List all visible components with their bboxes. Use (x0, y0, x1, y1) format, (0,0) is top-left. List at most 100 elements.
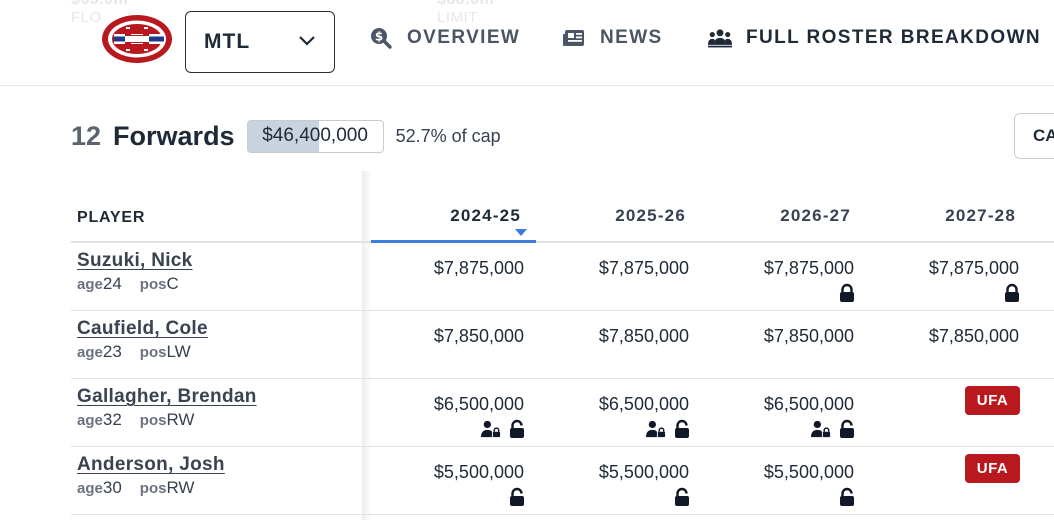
sort-desc-icon (515, 229, 527, 236)
column-header-season[interactable]: 2024-25 (450, 206, 521, 225)
lock-icon (1002, 283, 1022, 308)
group-icon (708, 29, 732, 48)
player-position: C (166, 274, 179, 293)
salary-cell: $7,850,000 (433, 326, 524, 346)
position-count: 12 (71, 120, 102, 151)
cap-toggle-button[interactable]: CA (1014, 113, 1054, 159)
user-lock-icon (646, 419, 666, 444)
user-lock-icon (481, 419, 501, 444)
table-row: Anderson, Josh age30 posRW $5,500,000 $5,500… (71, 447, 1054, 515)
unlock-icon (837, 419, 857, 444)
dollar-search-icon: $ (371, 28, 392, 49)
player-position: LW (166, 342, 191, 361)
salary-cell: $7,850,000 (928, 326, 1019, 346)
age-key: age (77, 276, 103, 293)
ufa-badge: UFA (965, 454, 1020, 483)
column-header-season[interactable]: 2026-27 (780, 206, 851, 225)
unlock-icon (507, 419, 527, 444)
player-meta: age24 posC (77, 274, 179, 294)
unlock-icon (507, 487, 527, 512)
player-age: 32 (102, 410, 122, 429)
chevron-down-icon (299, 36, 315, 46)
cap-toggle-label: CA (1033, 126, 1054, 145)
contract-clause-icons (371, 419, 536, 444)
column-header-season[interactable]: 2025-26 (615, 206, 686, 225)
floor-ghost-amount: $65.0m (71, 0, 128, 8)
table-row: Caufield, Cole age23 posLW $7,850,000 $7,850… (71, 311, 1054, 379)
contract-clause-icons (371, 487, 536, 512)
salary-cell: $7,850,000 (763, 326, 854, 346)
salary-cell: $6,500,000 (763, 394, 854, 414)
cap-usage-fill (247, 120, 319, 152)
salary-cell: $5,500,000 (433, 462, 524, 482)
contract-clause-icons (701, 283, 866, 308)
age-key: age (77, 412, 103, 429)
contract-clause-icons (701, 487, 866, 512)
unlock-icon (837, 487, 857, 512)
salary-cell: $5,500,000 (763, 462, 854, 482)
player-meta: age30 posRW (77, 478, 194, 498)
limit-ghost-amount: $88.0m (437, 0, 494, 8)
age-key: age (77, 480, 103, 497)
contract-clause-icons (701, 419, 866, 444)
contract-clause-icons (536, 419, 701, 444)
newspaper-icon (563, 30, 584, 46)
salary-cell: $5,500,000 (598, 462, 689, 482)
pos-key: pos (139, 412, 167, 429)
column-header-player[interactable]: PLAYER (77, 209, 146, 226)
salary-cell: $7,875,000 (598, 258, 689, 278)
position-title: Forwards (113, 120, 235, 151)
player-age: 23 (102, 342, 122, 361)
table-body: Suzuki, Nick age24 posC $7,875,000 $7,875,00… (71, 243, 1054, 515)
player-meta: age23 posLW (77, 342, 191, 362)
age-key: age (77, 344, 103, 361)
cap-percent-label: 52.7% of cap (395, 125, 501, 146)
player-age: 30 (102, 478, 122, 497)
player-position: RW (166, 478, 195, 497)
lock-icon (837, 283, 857, 308)
contract-clause-icons (536, 487, 701, 512)
pos-key: pos (139, 480, 167, 497)
team-header-bar: MTL $ OVERVIEW NEWS (0, 0, 1054, 86)
ufa-badge: UFA (965, 386, 1020, 415)
table-header: PLAYER 2024-25 2025-26 2026-27 2027-28 (71, 171, 1054, 243)
salary-cell: $6,500,000 (598, 394, 689, 414)
contract-clause-icons (866, 283, 1031, 308)
pos-key: pos (139, 276, 167, 293)
unlock-icon (672, 419, 692, 444)
salary-cell: $7,875,000 (433, 258, 524, 278)
sorted-column-underline (371, 240, 536, 243)
nav-news[interactable]: NEWS (562, 26, 663, 50)
pos-key: pos (139, 344, 167, 361)
player-position: RW (166, 410, 195, 429)
nav-roster-label: FULL ROSTER BREAKDOWN (746, 27, 1042, 48)
table-row: Gallagher, Brendan age32 posRW $6,500,000 $6… (71, 379, 1054, 447)
salary-cell: $6,500,000 (433, 394, 524, 414)
position-summary: 12 Forwards $46,400,000 52.7% of cap (71, 118, 501, 154)
user-lock-icon (811, 419, 831, 444)
nav-full-roster-breakdown[interactable]: FULL ROSTER BREAKDOWN (708, 26, 1041, 50)
nav-news-label: NEWS (600, 27, 663, 48)
team-select-value: MTL (204, 30, 251, 53)
unlock-icon (672, 487, 692, 512)
team-select[interactable]: MTL (185, 11, 335, 73)
cap-amount-pill: $46,400,000 (246, 119, 384, 153)
floor-ghost-label: FLO (71, 9, 102, 26)
player-name-link[interactable]: Suzuki, Nick (77, 250, 193, 271)
limit-ghost-value: $88.0m LIMIT (437, 0, 494, 26)
sticky-column-shadow (362, 171, 372, 520)
player-name-link[interactable]: Caufield, Cole (77, 318, 208, 339)
floor-ghost-value: $65.0m FLO (71, 0, 128, 26)
nav-overview-label: OVERVIEW (407, 27, 521, 48)
player-age: 24 (102, 274, 122, 293)
nav-overview[interactable]: $ OVERVIEW (369, 26, 520, 50)
player-name-link[interactable]: Anderson, Josh (77, 454, 225, 475)
column-header-season[interactable]: 2027-28 (945, 206, 1016, 225)
player-name-link[interactable]: Gallagher, Brendan (77, 386, 257, 407)
player-meta: age32 posRW (77, 410, 194, 430)
table-row: Suzuki, Nick age24 posC $7,875,000 $7,875,00… (71, 243, 1054, 311)
cap-amount: $46,400,000 (262, 125, 368, 146)
team-logo[interactable] (100, 13, 174, 65)
salary-cell: $7,875,000 (763, 258, 854, 278)
roster-table: PLAYER 2024-25 2025-26 2026-27 2027-28 Suzu… (71, 171, 1054, 515)
